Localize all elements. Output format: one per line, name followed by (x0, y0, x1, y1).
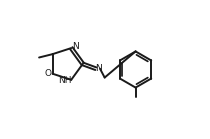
Text: N: N (72, 42, 79, 51)
Text: NH: NH (58, 76, 71, 85)
Text: N: N (96, 64, 102, 73)
Text: O: O (44, 69, 51, 78)
